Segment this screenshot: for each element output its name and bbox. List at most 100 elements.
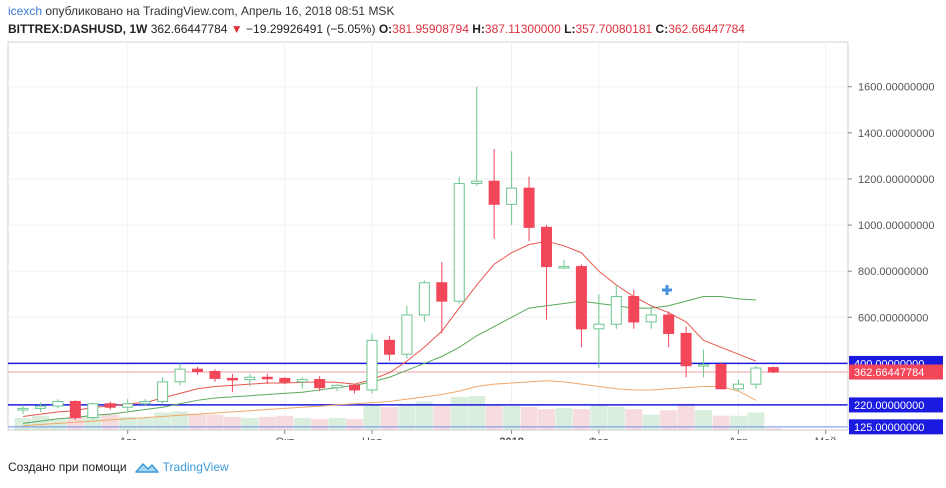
candle-body xyxy=(593,323,605,330)
level-price-label: 220.00000000 xyxy=(854,400,924,412)
level-price-label: 125.00000000 xyxy=(854,422,924,434)
candle xyxy=(558,259,570,269)
price-tick-label: 1400.00000000 xyxy=(858,128,934,140)
candle xyxy=(69,400,81,420)
volume-bar xyxy=(311,419,329,430)
volume-bar xyxy=(695,410,713,430)
volume-bar xyxy=(276,415,294,430)
candle-body xyxy=(52,400,64,407)
candle xyxy=(174,363,186,386)
volume-bar xyxy=(398,403,416,430)
candle-body xyxy=(34,405,46,409)
horizontal-levels[interactable] xyxy=(8,362,848,428)
volume-bar xyxy=(764,428,782,430)
volume-bar xyxy=(258,416,276,430)
time-tick-label: Ноя xyxy=(362,436,382,440)
volume-bar xyxy=(468,396,486,430)
level-price-box xyxy=(849,419,943,435)
candle-body xyxy=(401,314,413,355)
price-chart[interactable]: 1600.00000000 1400.00000000 1200.00000000 1… xyxy=(0,40,946,440)
time-tick-label: Фев xyxy=(589,436,609,440)
candle-body xyxy=(139,400,151,405)
candle xyxy=(436,261,448,334)
low-value: 357.70080181 xyxy=(575,22,653,36)
volume-bar xyxy=(503,405,521,430)
candle-body xyxy=(314,379,326,389)
footer: Создано при помощи TradingView xyxy=(8,460,229,474)
candle xyxy=(575,264,587,348)
candle xyxy=(610,285,622,329)
level-price-box xyxy=(849,397,943,413)
open-value: 381.95908794 xyxy=(392,22,469,36)
volume-bar xyxy=(363,404,381,430)
candle-body xyxy=(663,314,675,334)
candle-body xyxy=(87,403,99,419)
candle-body xyxy=(157,381,169,402)
current-price-label: 362.66447784 xyxy=(854,367,924,379)
down-triangle-icon: ▼ xyxy=(230,22,243,36)
volume-bar xyxy=(328,417,346,430)
volume-bar xyxy=(101,414,119,430)
high-label: H: xyxy=(472,22,485,36)
price-tick-label: 1600.00000000 xyxy=(858,82,934,94)
volume-bar xyxy=(380,406,398,430)
candle xyxy=(767,366,779,374)
chart-grid xyxy=(7,41,849,431)
volume-bar xyxy=(31,415,49,430)
candle xyxy=(157,377,169,404)
author-name[interactable]: icexch xyxy=(8,4,43,18)
candle xyxy=(715,362,727,390)
candle xyxy=(122,399,134,411)
volume-bar xyxy=(729,415,747,430)
price-change: −19.29926491 (−5.05%) xyxy=(246,22,376,36)
volume-bar xyxy=(136,417,154,430)
candle-body xyxy=(471,180,483,185)
candle xyxy=(471,86,483,186)
ma-slow-line xyxy=(22,380,757,427)
candle-body xyxy=(488,180,500,205)
volume-bar xyxy=(747,412,765,430)
candle-body xyxy=(244,376,256,381)
candle xyxy=(192,366,203,375)
candle-body xyxy=(732,383,744,390)
volume-bar xyxy=(520,406,538,430)
tradingview-logo-icon[interactable] xyxy=(134,460,159,474)
volume-bar xyxy=(677,403,695,430)
volume-bar xyxy=(415,401,433,430)
candle xyxy=(401,305,413,359)
candle-body xyxy=(698,364,710,367)
tradingview-brand[interactable]: TradingView xyxy=(162,460,229,474)
candle xyxy=(488,148,500,239)
close-label: C: xyxy=(655,22,669,36)
candle-body xyxy=(104,403,116,408)
candle xyxy=(663,311,675,348)
price-tick-label: 1000.00000000 xyxy=(858,220,934,232)
candle-body xyxy=(715,364,727,390)
candle xyxy=(523,176,535,242)
time-tick-label: Апр xyxy=(729,436,748,440)
low-label: L: xyxy=(564,22,576,36)
candle xyxy=(506,151,518,226)
candle-body xyxy=(506,187,518,205)
time-axis[interactable]: Авг Окт Ноя 2018 Фев Апр Май xyxy=(8,429,848,440)
candle-body xyxy=(17,407,29,411)
candle xyxy=(750,365,762,389)
candlesticks[interactable] xyxy=(17,86,779,420)
time-tick-label: Авг xyxy=(119,436,136,440)
candle-body xyxy=(226,377,238,381)
volume-bar xyxy=(49,419,67,430)
volume-bar xyxy=(433,404,451,430)
high-value: 387.11300000 xyxy=(484,22,561,36)
candle xyxy=(628,289,640,329)
candle xyxy=(698,349,710,378)
candle xyxy=(139,399,151,407)
candle xyxy=(349,384,361,394)
candle-body xyxy=(628,296,640,323)
candle-body xyxy=(645,314,657,323)
last-price: 362.66447784 xyxy=(150,22,228,36)
candle xyxy=(383,335,395,362)
price-tick-label: 1200.00000000 xyxy=(858,174,934,186)
candle-body xyxy=(366,339,378,391)
price-axis[interactable]: 1600.00000000 1400.00000000 1200.00000000 1… xyxy=(847,42,946,435)
chart-header-ohlc: BITTREX:DASHUSD, 1W 362.66447784 ▼ −19.2… xyxy=(8,22,745,36)
